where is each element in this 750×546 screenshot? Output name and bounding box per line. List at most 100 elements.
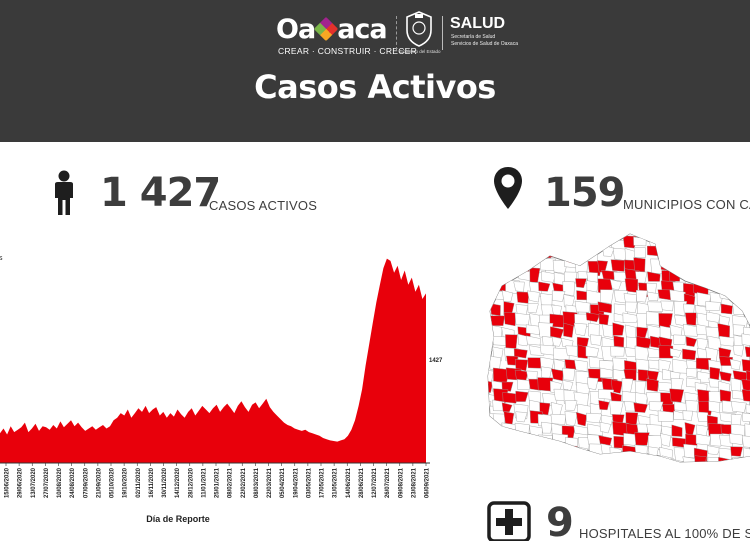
municipality-cell [551, 336, 563, 347]
municipality-cell [623, 467, 637, 481]
salud-subtitle: Secretaría de Salud Servicios de Salud d… [451, 34, 531, 47]
municipality-cell [586, 412, 603, 424]
logo-text-right: aca [337, 14, 387, 45]
x-tick-label: 15/06/2020 [5, 467, 11, 498]
municipality-cell [671, 470, 684, 480]
municipality-cell [672, 358, 689, 374]
x-tick-label: 22/02/2021 [241, 467, 247, 498]
x-tick-label: 28/06/2021 [359, 467, 365, 498]
municipality-cell [482, 481, 497, 482]
municipality-cell [730, 469, 746, 480]
municipality-cell [574, 359, 588, 372]
municipality-cell [611, 234, 627, 239]
municipality-cell [710, 246, 721, 261]
municipality-cell [563, 445, 578, 459]
municipality-cell [488, 235, 494, 247]
municipality-cell [494, 268, 510, 279]
municipality-cell [706, 445, 721, 455]
municipality-cell [514, 481, 525, 482]
municipality-cell [565, 437, 578, 453]
municipality-cell [671, 424, 683, 437]
municipality-cell [625, 458, 643, 462]
municipality-cell [502, 392, 519, 404]
municipality-cell [488, 256, 490, 269]
salud-divider [442, 16, 443, 50]
municipality-cell [697, 389, 711, 404]
municipality-cell [743, 281, 750, 296]
municipality-cell [742, 234, 750, 249]
municipality-cell [696, 271, 711, 286]
municipality-cell [633, 236, 647, 247]
state-seal-icon [406, 11, 432, 47]
municipality-cell [564, 271, 578, 284]
oaxaca-logo: Oa aca [276, 14, 388, 45]
municipality-cell [505, 467, 521, 478]
municipality-cell [721, 245, 733, 261]
x-tick-label: 26/07/2021 [385, 467, 391, 498]
municipality-cell [588, 236, 600, 247]
municipality-cell [515, 446, 531, 458]
municipality-cell [746, 466, 750, 475]
municipality-cell [578, 437, 591, 451]
page-title: Casos Activos [254, 68, 496, 106]
municipality-cell [574, 234, 591, 243]
municipality-cell [491, 457, 506, 462]
municipality-cell [610, 259, 625, 272]
municipality-cell [698, 477, 712, 482]
municipality-cell [719, 335, 736, 347]
municipality-cell [501, 258, 513, 272]
active-cases-value: 1 427 [100, 170, 221, 216]
map-pin-icon [494, 167, 522, 209]
municipality-cell [648, 446, 659, 461]
municipality-cell [646, 291, 659, 302]
municipality-cell [553, 457, 570, 462]
x-tick-label: 25/01/2021 [215, 467, 221, 498]
municipality-cell [503, 312, 516, 327]
municipality-cell [743, 269, 750, 280]
municipality-cell [636, 313, 648, 329]
x-axis-title: Día de Reporte [146, 514, 210, 524]
municipality-cell [729, 358, 741, 371]
x-tick-label: 27/07/2020 [44, 467, 50, 498]
municipality-cell [528, 234, 540, 240]
municipality-cell [729, 290, 746, 300]
municipality-cell [505, 447, 519, 462]
municipality-cell [633, 402, 648, 413]
municipality-cell [527, 290, 540, 303]
municipality-cell [504, 458, 521, 462]
municipality-cell [708, 391, 723, 403]
municipality-cell [597, 301, 612, 314]
municipality-cell [541, 238, 555, 255]
municipality-cell [528, 466, 543, 475]
municipality-cell [732, 269, 747, 281]
municipality-cell [505, 477, 518, 482]
municipality-cell [488, 458, 494, 462]
municipality-cell [525, 324, 540, 335]
municipality-cell [718, 278, 730, 291]
active-cases-chart: s 15/06/2020 29/06/2020 13/07/2020 27/07/20… [0, 255, 443, 524]
municipality-cell [612, 322, 625, 336]
municipality-cell [625, 301, 638, 314]
x-tick-label: 23/08/2021 [411, 467, 417, 498]
municipality-cell [657, 234, 671, 236]
x-tick-label: 07/09/2020 [83, 467, 89, 498]
municipality-cell [732, 303, 746, 315]
x-tick-label: 08/03/2021 [254, 467, 260, 498]
municipality-cell [658, 344, 674, 359]
municipality-cell [602, 323, 615, 338]
municipality-cell [610, 479, 622, 482]
municipality-cell [648, 477, 661, 482]
municipalities-value: 159 [544, 170, 625, 216]
municipalities-label: MUNICIPIOS CON CASOS [623, 197, 750, 212]
municipality-cell [695, 433, 711, 446]
municipality-cell [731, 234, 747, 238]
municipality-cell [659, 245, 674, 261]
municipality-cell [598, 435, 613, 446]
municipality-cell [600, 289, 614, 304]
municipality-cell [662, 468, 677, 480]
municipality-cell [551, 304, 563, 316]
x-tick-label: 16/11/2020 [149, 467, 155, 497]
municipality-cell [660, 433, 672, 447]
municipality-cell [574, 237, 589, 248]
municipality-cell [585, 312, 601, 323]
